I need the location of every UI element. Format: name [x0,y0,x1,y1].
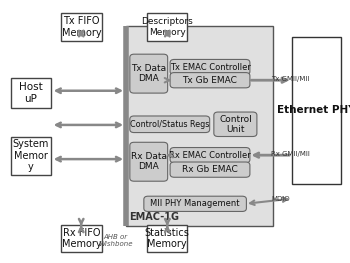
Text: MDIO: MDIO [271,196,290,201]
Text: Tx Gb EMAC: Tx Gb EMAC [183,76,237,85]
Text: Tx Data
DMA: Tx Data DMA [131,64,166,83]
Bar [10,137,51,175]
Bar [10,78,51,108]
Text: Ethernet PHY: Ethernet PHY [278,105,350,115]
Text: MII PHY Management: MII PHY Management [150,199,240,208]
Bar [61,225,102,252]
FancyBboxPatch shape [170,73,250,88]
FancyBboxPatch shape [130,54,168,93]
FancyBboxPatch shape [130,142,168,181]
Text: Control
Unit: Control Unit [219,115,252,134]
Text: Tx GMII/MII: Tx GMII/MII [271,76,310,82]
Text: Control/Status Regs: Control/Status Regs [130,120,209,129]
FancyBboxPatch shape [170,162,250,177]
Text: Rx EMAC Controller: Rx EMAC Controller [169,151,251,160]
Text: Rx FIFO
Memory: Rx FIFO Memory [62,228,101,250]
FancyBboxPatch shape [170,59,250,75]
Text: EMAC-1G: EMAC-1G [130,212,180,222]
FancyBboxPatch shape [144,196,246,211]
Text: AHB or
Wishbone: AHB or Wishbone [98,234,133,247]
Text: Rx GMII/MII: Rx GMII/MII [271,151,310,157]
Text: Rx Gb EMAC: Rx Gb EMAC [182,165,238,174]
Text: Rx Data
DMA: Rx Data DMA [131,152,167,171]
Bar [61,13,102,41]
Bar [147,225,187,252]
Text: Descriptors
Memory: Descriptors Memory [141,17,193,37]
Text: Host
uP: Host uP [19,82,42,104]
Bar [126,26,273,226]
Text: System
Memor
y: System Memor y [13,139,49,173]
Text: Tx EMAC Controller: Tx EMAC Controller [169,63,251,72]
Bar [292,37,341,184]
Text: Statistics
Memory: Statistics Memory [145,228,190,250]
FancyBboxPatch shape [214,112,257,136]
Bar [147,13,187,41]
Text: Tx FIFO
Memory: Tx FIFO Memory [62,16,101,38]
FancyBboxPatch shape [130,116,210,133]
FancyBboxPatch shape [170,148,250,163]
